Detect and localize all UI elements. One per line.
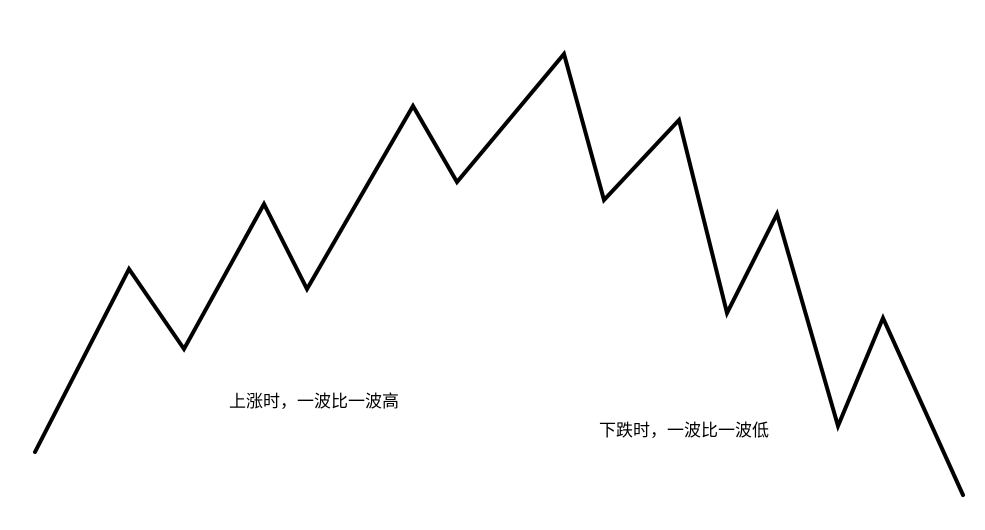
downtrend-annotation: 下跌时，一波比一波低 (599, 421, 769, 441)
uptrend-annotation: 上涨时，一波比一波高 (229, 392, 399, 412)
wave-line (33, 49, 965, 497)
